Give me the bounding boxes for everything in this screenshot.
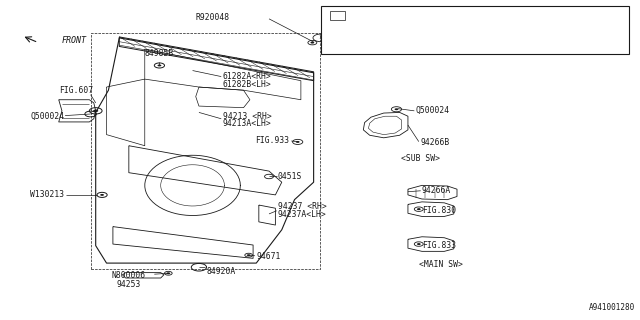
- Circle shape: [100, 194, 104, 196]
- Text: <MAIN SW>: <MAIN SW>: [419, 260, 463, 268]
- Circle shape: [296, 141, 300, 143]
- Bar: [330, 11, 346, 20]
- Text: 0451S: 0451S: [278, 172, 302, 181]
- Text: Length of the 94499 is 25m.: Length of the 94499 is 25m.: [328, 20, 442, 26]
- Text: 94499: 94499: [360, 11, 384, 20]
- Text: 94266B: 94266B: [420, 138, 450, 147]
- Text: 94213A<LH>: 94213A<LH>: [223, 119, 271, 128]
- Text: necessary length.: necessary length.: [328, 33, 400, 39]
- Text: Q500024: Q500024: [30, 112, 65, 121]
- Text: A941001280: A941001280: [589, 303, 636, 312]
- Circle shape: [394, 108, 398, 110]
- Text: R920048: R920048: [195, 13, 230, 22]
- Text: FIG.830: FIG.830: [422, 206, 456, 215]
- Text: FIG.833: FIG.833: [422, 241, 456, 250]
- Text: Q500024: Q500024: [415, 106, 450, 115]
- Text: 84920A: 84920A: [207, 267, 236, 276]
- Text: 94266A: 94266A: [422, 186, 451, 195]
- Text: 84985B: 84985B: [145, 49, 174, 58]
- Text: 1: 1: [319, 36, 323, 40]
- Text: FIG.607: FIG.607: [60, 86, 93, 95]
- Circle shape: [417, 243, 420, 245]
- Text: N800006: N800006: [112, 271, 146, 280]
- Circle shape: [310, 42, 314, 44]
- Text: <SUB SW>: <SUB SW>: [401, 154, 440, 163]
- Circle shape: [157, 65, 161, 67]
- Text: 94213 <RH>: 94213 <RH>: [223, 112, 271, 121]
- Text: Please cut it according to: Please cut it according to: [328, 26, 438, 32]
- Text: 61282B<LH>: 61282B<LH>: [223, 80, 271, 89]
- Circle shape: [246, 254, 250, 256]
- Text: W130213: W130213: [30, 190, 65, 199]
- Text: 94671: 94671: [256, 252, 281, 260]
- Text: 1: 1: [348, 14, 352, 19]
- Circle shape: [166, 272, 170, 274]
- Text: 61282A<RH>: 61282A<RH>: [223, 72, 271, 81]
- Bar: [321, 6, 629, 54]
- Text: FRONT: FRONT: [62, 36, 87, 44]
- Text: 94237 <RH>: 94237 <RH>: [278, 203, 326, 212]
- Text: 94253: 94253: [116, 280, 141, 289]
- Text: FIG.933: FIG.933: [255, 136, 289, 145]
- Circle shape: [93, 109, 99, 112]
- Text: 94237A<LH>: 94237A<LH>: [278, 210, 326, 219]
- Circle shape: [417, 208, 420, 210]
